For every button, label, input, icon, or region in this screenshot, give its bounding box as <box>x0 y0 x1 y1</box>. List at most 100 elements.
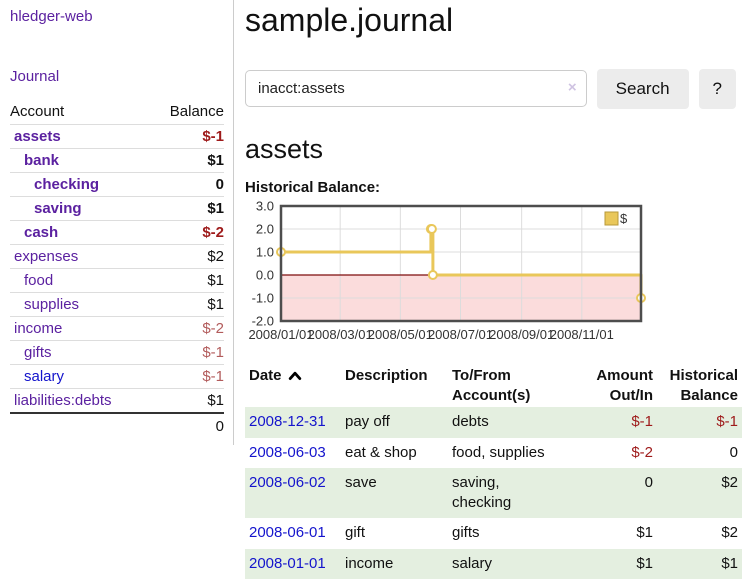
accounts-total-row: 0 <box>10 413 224 439</box>
transaction-date-link[interactable]: 2008-06-03 <box>249 443 326 461</box>
accounts-column-header: To/From Account(s) <box>452 367 531 404</box>
account-name-cell: income <box>10 317 150 341</box>
transaction-description-cell: gift <box>345 524 366 542</box>
account-column-header: Account <box>10 103 65 120</box>
account-balance-value: $1 <box>207 200 224 217</box>
transaction-description-cell: eat & shop <box>345 443 417 461</box>
account-name-cell: supplies <box>10 293 150 317</box>
transaction-accounts-cell: gifts <box>452 524 480 542</box>
svg-text:2008/03/01: 2008/03/01 <box>308 327 373 342</box>
transaction-date-link[interactable]: 2008-06-02 <box>249 473 326 491</box>
account-name-cell: bank <box>10 149 150 173</box>
sidebar-account-link[interactable]: assets <box>14 128 61 145</box>
transaction-amount-cell: $-1 <box>631 413 653 431</box>
transaction-date-cell: 2008-06-02 <box>245 468 341 519</box>
transaction-accounts-cell: saving, checking <box>452 473 512 512</box>
account-name-cell: checking <box>10 173 150 197</box>
account-name-cell: saving <box>10 197 150 221</box>
balance-column-header-register: Historical Balance <box>669 367 738 404</box>
account-row: checking 0 <box>10 172 224 197</box>
account-row: salary $-1 <box>10 364 224 389</box>
help-button[interactable]: ? <box>698 68 736 109</box>
transaction-balance-cell: $2 <box>721 473 738 491</box>
historical-balance-chart: $3.0 2.0 1.0 0.0 -1.0 -2.0 2008/01/01 2008/03/0… <box>245 199 736 352</box>
main-content: sample.journal × Search ? assets Histori… <box>245 0 742 582</box>
sidebar-account-link[interactable]: saving <box>34 200 82 217</box>
transaction-amount-cell: $-2 <box>631 443 653 461</box>
account-balance-value: $-1 <box>202 128 224 145</box>
transaction-description-cell: pay off <box>345 413 390 431</box>
search-form: × Search ? <box>245 68 736 109</box>
sidebar-account-link[interactable]: liabilities:debts <box>14 392 112 409</box>
sidebar-account-link[interactable]: gifts <box>24 344 52 361</box>
svg-text:2008/11/01: 2008/11/01 <box>550 327 614 342</box>
accounts-balance-table: Account Balance assets $-1 bank $1 checking 0… <box>10 100 224 439</box>
account-balance-value: $-2 <box>202 224 224 241</box>
svg-text:0.0: 0.0 <box>256 268 274 283</box>
date-header-label: Date <box>249 367 282 385</box>
account-name-cell: gifts <box>10 341 150 365</box>
transaction-accounts-cell: salary <box>452 554 493 572</box>
account-balance-value: $2 <box>207 248 224 265</box>
sidebar-account-link[interactable]: food <box>24 272 54 289</box>
register-table-body: 2008-12-31 pay off debts $-1 $-1 2008-06-03 ea… <box>245 407 742 579</box>
accounts-table-body: assets $-1 bank $1 checking 0 saving $1 cash $-2 e… <box>10 124 224 414</box>
transaction-row: 2008-06-03 eat & shop food, supplies $-2 0 <box>245 438 742 468</box>
account-row: cash $-2 <box>10 220 224 245</box>
account-balance-value: $1 <box>207 272 224 289</box>
transaction-amount-cell: $1 <box>636 554 653 572</box>
legend-label: $ <box>620 211 628 226</box>
transaction-date-link[interactable]: 2008-06-01 <box>249 524 326 542</box>
accounts-total-spacer <box>10 413 150 439</box>
account-balance-value: $1 <box>207 392 224 409</box>
amount-column-header: Amount Out/In <box>596 367 653 404</box>
transaction-row: 2008-12-31 pay off debts $-1 $-1 <box>245 407 742 438</box>
svg-text:2.0: 2.0 <box>256 222 274 237</box>
transaction-description-cell: save <box>345 473 377 491</box>
sidebar-account-link[interactable]: supplies <box>24 296 80 313</box>
transaction-date-cell: 2008-01-01 <box>245 549 341 579</box>
account-name-cell: liabilities:debts <box>10 389 150 414</box>
transaction-date-link[interactable]: 2008-01-01 <box>249 554 326 572</box>
sidebar-item-journal[interactable]: Journal <box>10 68 60 85</box>
page-title: sample.journal <box>245 2 454 38</box>
transaction-date-cell: 2008-06-01 <box>245 518 341 548</box>
account-heading: assets <box>245 133 324 164</box>
legend-swatch <box>604 211 619 226</box>
svg-text:1.0: 1.0 <box>256 245 274 260</box>
account-name-cell: expenses <box>10 245 150 269</box>
clear-search-icon[interactable]: × <box>567 79 577 97</box>
transaction-date-cell: 2008-06-03 <box>245 438 341 468</box>
transaction-date-link[interactable]: 2008-12-31 <box>249 413 326 431</box>
register-header-row: Date Description To/From Account(s) Amou… <box>245 364 742 407</box>
account-row: saving $1 <box>10 196 224 221</box>
transaction-balance-cell: $-1 <box>716 413 738 431</box>
account-balance-value: $1 <box>207 152 224 169</box>
transaction-description-cell: income <box>345 554 394 572</box>
sidebar-account-link[interactable]: salary <box>24 368 65 385</box>
sidebar-account-link[interactable]: expenses <box>14 248 79 265</box>
transaction-balance-cell: 0 <box>729 443 738 461</box>
account-name-cell: assets <box>10 125 150 149</box>
data-point-marker <box>426 224 437 235</box>
sidebar: hledger-web Journal Account Balance asse… <box>0 0 234 445</box>
sidebar-account-link[interactable]: income <box>14 320 63 337</box>
account-row: gifts $-1 <box>10 340 224 365</box>
transaction-row: 2008-06-01 gift gifts $1 $2 <box>245 518 742 548</box>
svg-text:2008/01/01: 2008/01/01 <box>248 327 313 342</box>
sidebar-account-link[interactable]: bank <box>24 152 60 169</box>
search-input[interactable] <box>245 70 587 108</box>
brand-link[interactable]: hledger-web <box>10 8 93 25</box>
search-button[interactable]: Search <box>596 68 689 109</box>
accounts-total-value: 0 <box>215 418 224 435</box>
transaction-balance-cell: $1 <box>721 554 738 572</box>
date-column-header[interactable]: Date <box>245 364 341 407</box>
sidebar-account-link[interactable]: checking <box>34 176 100 193</box>
account-row: expenses $2 <box>10 244 224 269</box>
account-balance-value: $-2 <box>202 320 224 337</box>
transaction-accounts-cell: food, supplies <box>452 443 545 461</box>
sidebar-account-link[interactable]: cash <box>24 224 59 241</box>
account-name-cell: food <box>10 269 150 293</box>
search-box: × <box>245 70 587 108</box>
transaction-amount-cell: $1 <box>636 524 653 542</box>
